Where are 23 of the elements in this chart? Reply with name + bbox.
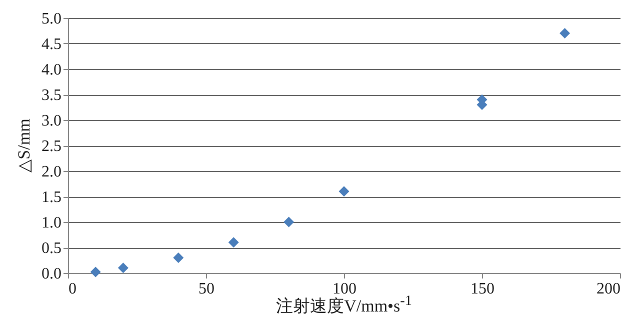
y-tick-label: 0.5 [42, 240, 62, 257]
y-tick-label: 3.5 [42, 87, 62, 104]
y-tick-label: 1.5 [42, 189, 62, 206]
point [338, 186, 350, 197]
point [560, 28, 570, 39]
x-tick-label: 50 [198, 280, 214, 298]
y-tick-label: 2.0 [42, 164, 62, 180]
y-tick-label: 4.0 [42, 62, 62, 78]
y-tick-label: 2.5 [42, 138, 62, 155]
x-tick-label: 200 [596, 280, 620, 298]
point [228, 237, 239, 248]
x-tick-label: 0 [68, 280, 76, 298]
point [284, 216, 294, 228]
y-axis-title: △S/mm [14, 118, 34, 172]
y-tick-label: 4.5 [42, 36, 62, 53]
point [173, 252, 184, 263]
x-tick-label: 150 [470, 280, 494, 298]
y-tick-label: 1.0 [42, 214, 62, 232]
y-tick-label: 3.0 [42, 112, 62, 130]
y-tick-label: 0.0 [42, 266, 62, 282]
y-tick-label: 5.0 [42, 10, 62, 28]
point [118, 262, 128, 274]
point [90, 266, 101, 278]
